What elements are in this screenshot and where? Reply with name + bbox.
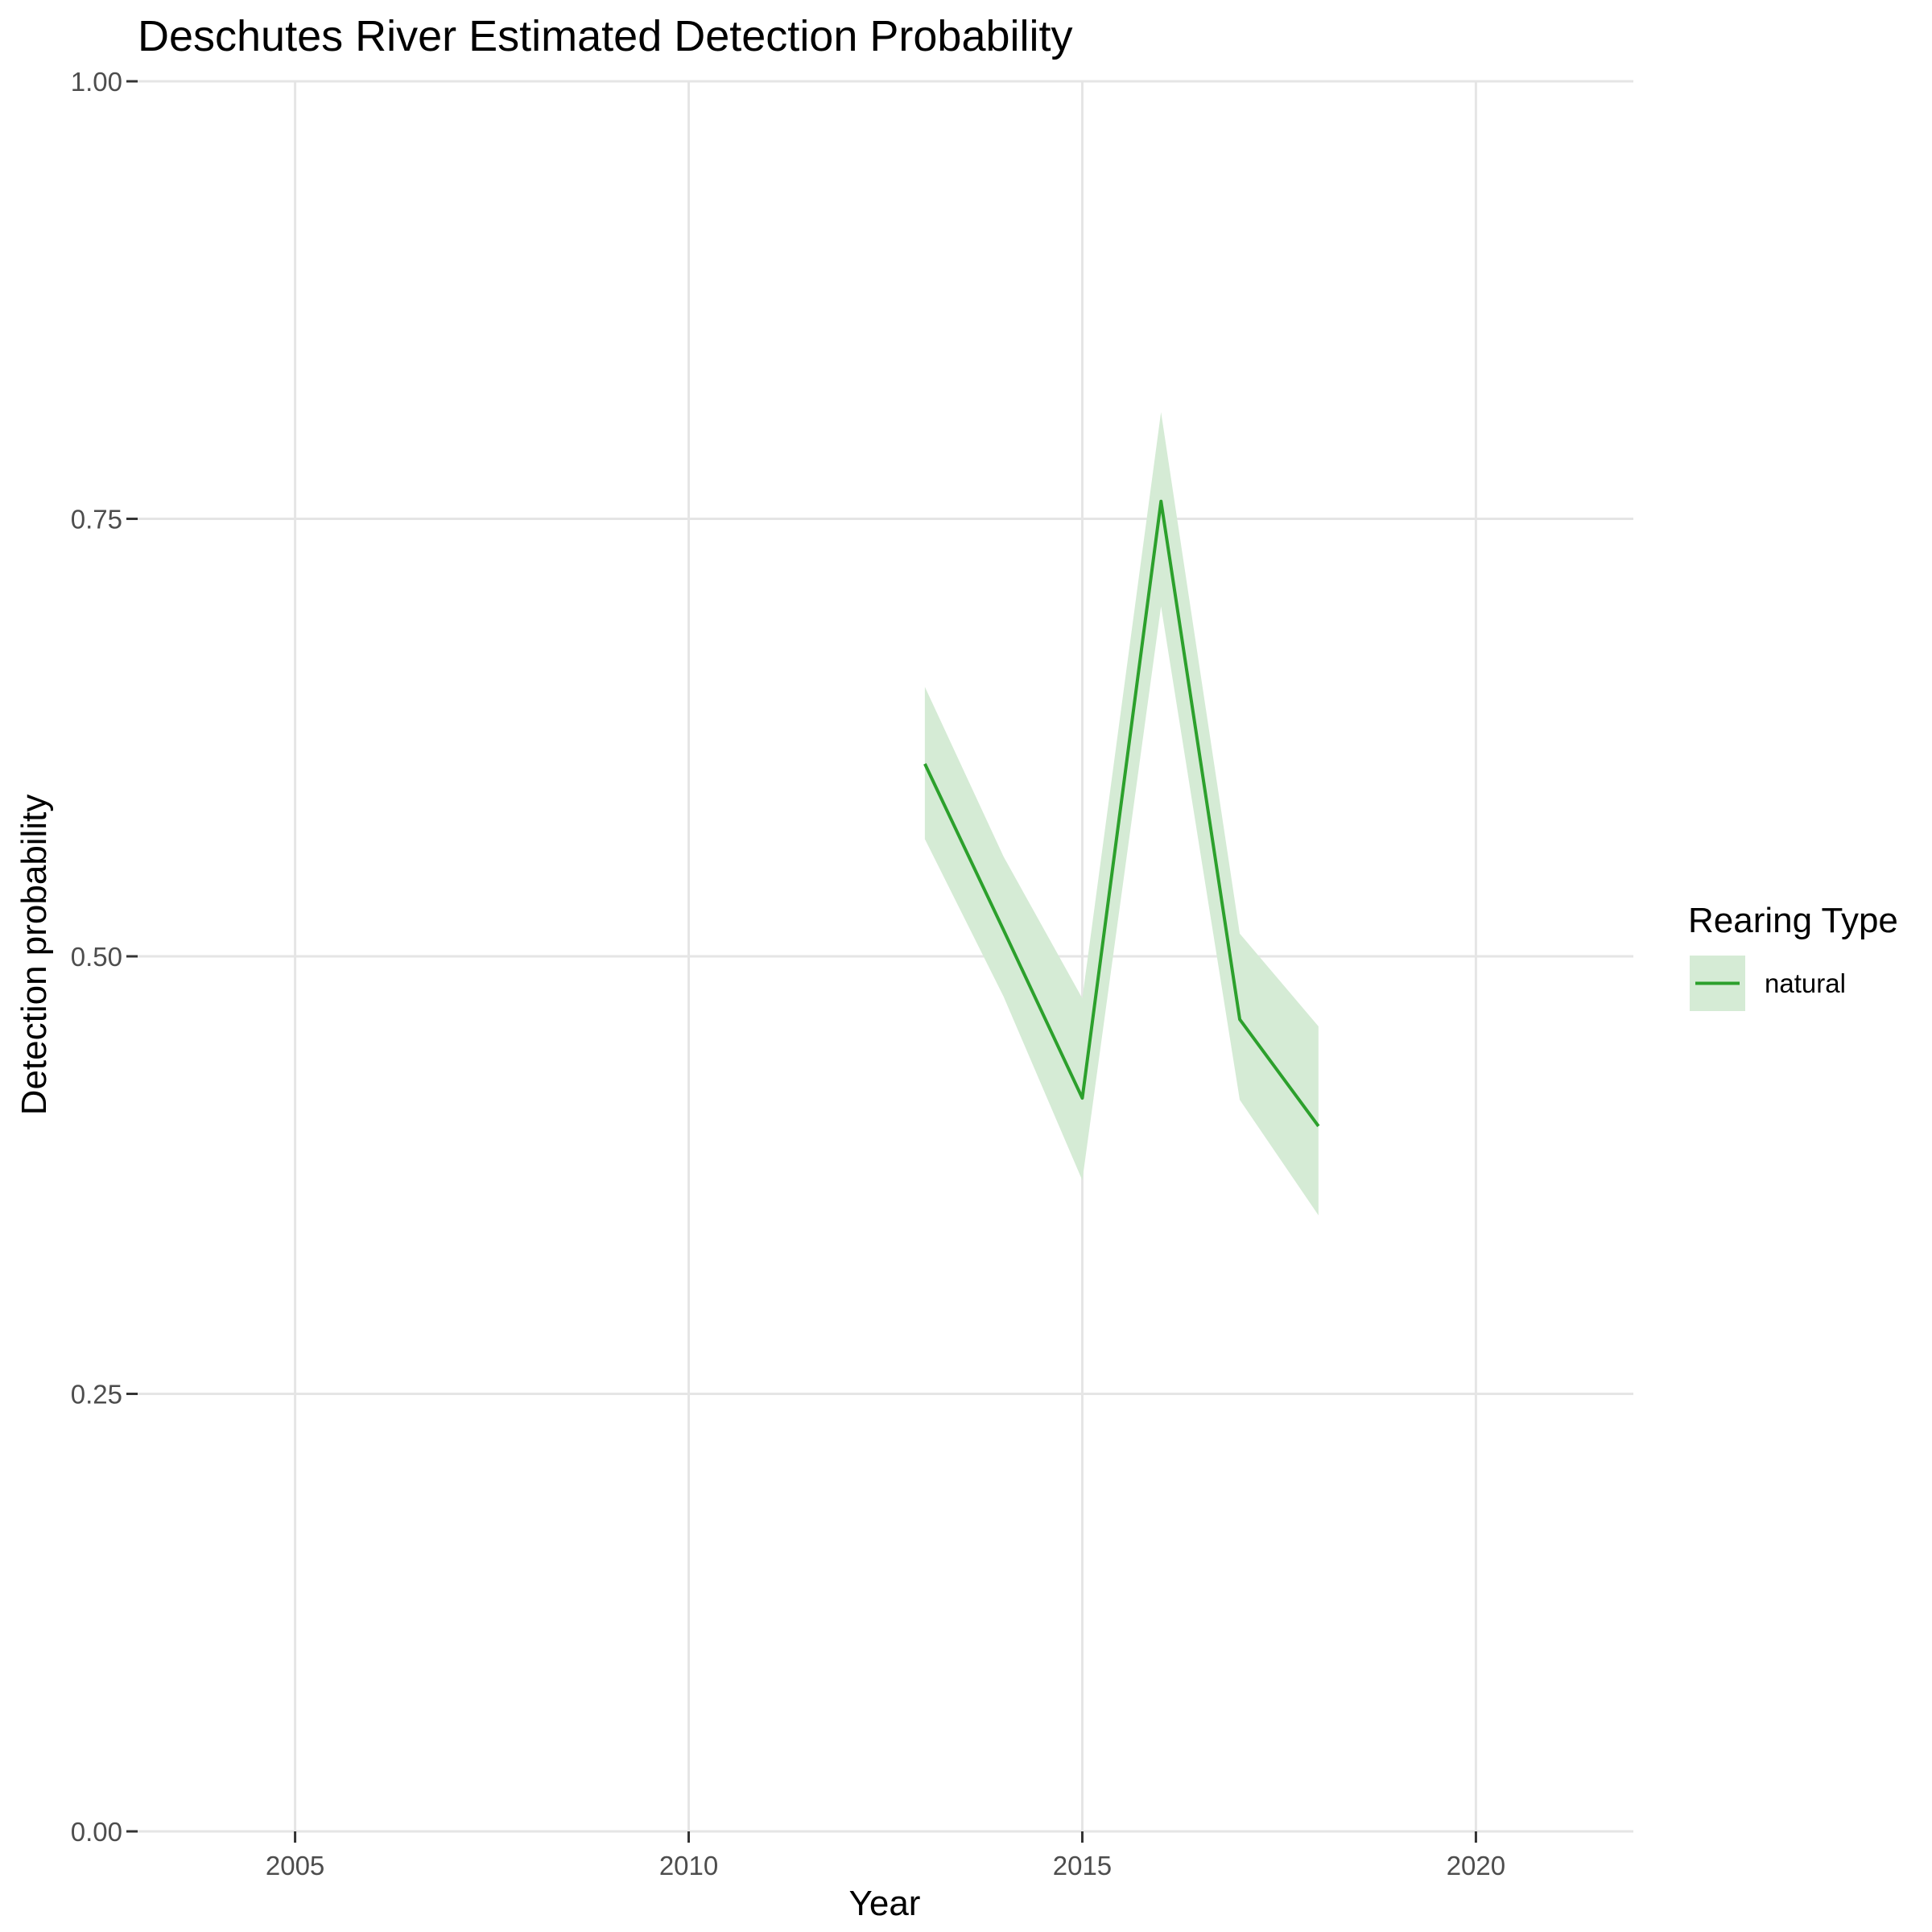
series-lines	[923, 499, 1320, 1128]
x-axis-title: Year	[849, 1884, 921, 1923]
legend-label: natural	[1765, 968, 1846, 998]
y-tick-label: 0.00	[71, 1817, 122, 1847]
x-tick-label: 2010	[659, 1851, 718, 1880]
legend-item-natural: natural	[1690, 956, 1846, 1011]
axes: 0.00 0.25 0.50 0.75 1.00 2005 2010 2015 2020	[71, 67, 1505, 1880]
confidence-ribbon-natural	[924, 411, 1319, 1216]
y-tick-label: 0.50	[71, 942, 122, 972]
y-axis-title: Detection probability	[14, 795, 54, 1116]
x-tick-label: 2005	[266, 1851, 324, 1880]
chart-title: Deschutes River Estimated Detection Prob…	[138, 12, 1073, 60]
legend: Rearing Type natural	[1688, 901, 1898, 1011]
x-tick-label: 2020	[1447, 1851, 1505, 1880]
series-line-natural	[923, 499, 1320, 1128]
legend-items: natural	[1690, 956, 1846, 1011]
confidence-ribbons	[924, 411, 1319, 1216]
x-tick-label: 2015	[1053, 1851, 1112, 1880]
y-tick-label: 0.25	[71, 1380, 122, 1410]
grid-lines	[138, 80, 1633, 1833]
legend-title: Rearing Type	[1688, 901, 1898, 940]
y-tick-label: 0.75	[71, 505, 122, 535]
y-tick-label: 1.00	[71, 67, 122, 97]
